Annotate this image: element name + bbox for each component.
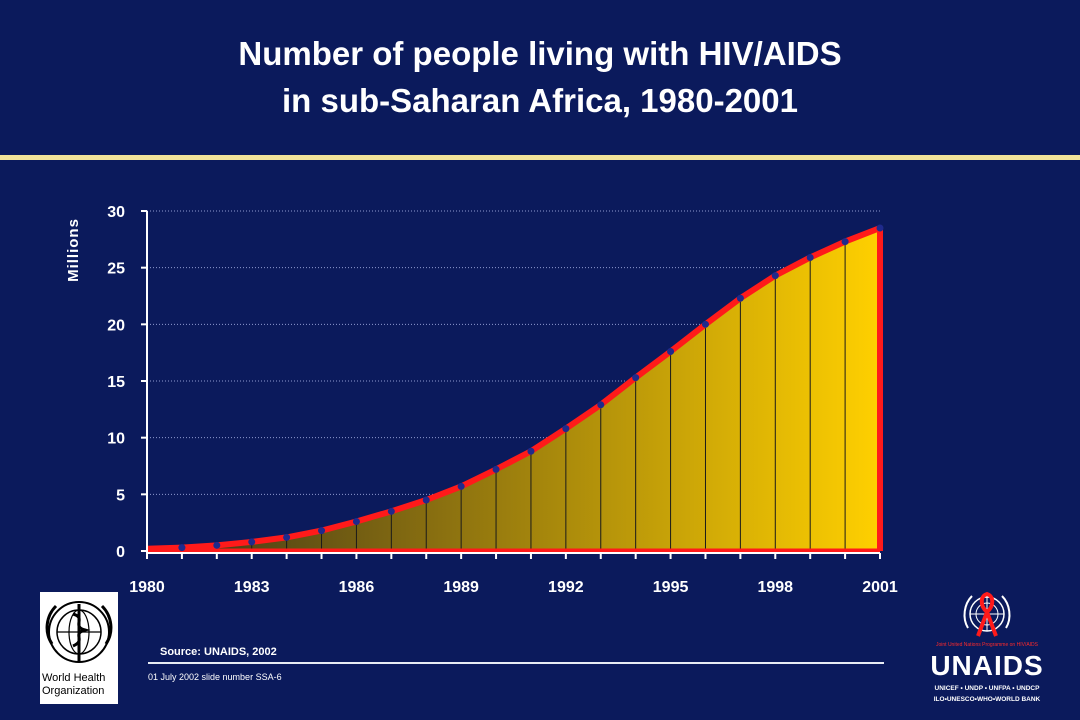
chart-title: Number of people living with HIV/AIDS in… (0, 30, 1080, 124)
x-tick-label: 1998 (757, 579, 793, 596)
source-note: Source: UNAIDS, 2002 (160, 646, 277, 658)
data-point (318, 527, 326, 535)
data-point (492, 465, 500, 473)
x-tick-label: 1983 (234, 579, 270, 596)
data-point (387, 507, 395, 515)
axes (141, 210, 881, 559)
x-tick-label: 1980 (129, 579, 165, 596)
data-point (597, 401, 605, 409)
y-tick-label: 25 (107, 261, 125, 278)
data-point (213, 541, 221, 549)
data-point (876, 224, 884, 232)
y-tick-label: 30 (107, 204, 125, 221)
x-tick-label: 1995 (653, 579, 689, 596)
data-markers (178, 224, 884, 552)
data-point (352, 518, 360, 526)
y-tick-label: 20 (107, 317, 125, 334)
x-tick-label: 2001 (862, 579, 898, 596)
unaids-cosponsors-line2: ILO•UNESCO•WHO•WORLD BANK (933, 696, 1041, 703)
data-point (178, 544, 186, 552)
slide-number: 01 July 2002 slide number SSA-6 (148, 672, 282, 682)
y-tick-label: 5 (116, 487, 125, 504)
who-emblem-icon (45, 601, 113, 663)
chart-title-line2: in sub-Saharan Africa, 1980-2001 (281, 82, 798, 119)
who-logo-line2: Organization (42, 685, 105, 697)
data-point (771, 272, 779, 280)
footer-divider (148, 662, 884, 664)
x-tick-label: 1992 (548, 579, 584, 596)
data-point (457, 482, 465, 490)
data-point (562, 425, 570, 433)
area-fill (147, 228, 880, 551)
unaids-wordmark: UNAIDS (930, 650, 1044, 681)
data-point (806, 253, 814, 261)
who-logo: World Health Organization (40, 592, 118, 704)
data-point (248, 538, 256, 546)
area-layer (146, 225, 883, 554)
y-tick-label: 15 (107, 374, 125, 391)
x-tick-label: 1986 (339, 579, 375, 596)
unaids-logo: Joint United Nations Programme on HIV/AI… (922, 590, 1052, 710)
data-point (283, 533, 291, 541)
unaids-cosponsors-line1: UNICEF • UNDP • UNFPA • UNDCP (934, 685, 1040, 692)
who-logo-text: World Health Organization (42, 672, 116, 698)
data-point (736, 294, 744, 302)
x-tick-label: 1989 (443, 579, 479, 596)
data-point (632, 374, 640, 382)
y-axis-title: Millions (65, 218, 82, 282)
data-point (841, 238, 849, 246)
unaids-tagline: Joint United Nations Programme on HIV/AI… (936, 642, 1038, 648)
data-point (667, 348, 675, 356)
y-tick-label: 0 (116, 544, 125, 561)
data-point (422, 496, 430, 504)
who-logo-line1: World Health (42, 672, 106, 684)
title-divider (0, 155, 1080, 160)
data-point (527, 447, 535, 455)
chart-title-line1: Number of people living with HIV/AIDS (238, 35, 842, 72)
y-tick-label: 10 (107, 431, 125, 448)
tick-labels: 0 5 10 15 20 25 30 1980 1983 1986 1989 1992 1995 1998… (65, 204, 898, 596)
data-point (701, 320, 709, 328)
un-emblem-red-ribbon-icon (963, 591, 1011, 637)
